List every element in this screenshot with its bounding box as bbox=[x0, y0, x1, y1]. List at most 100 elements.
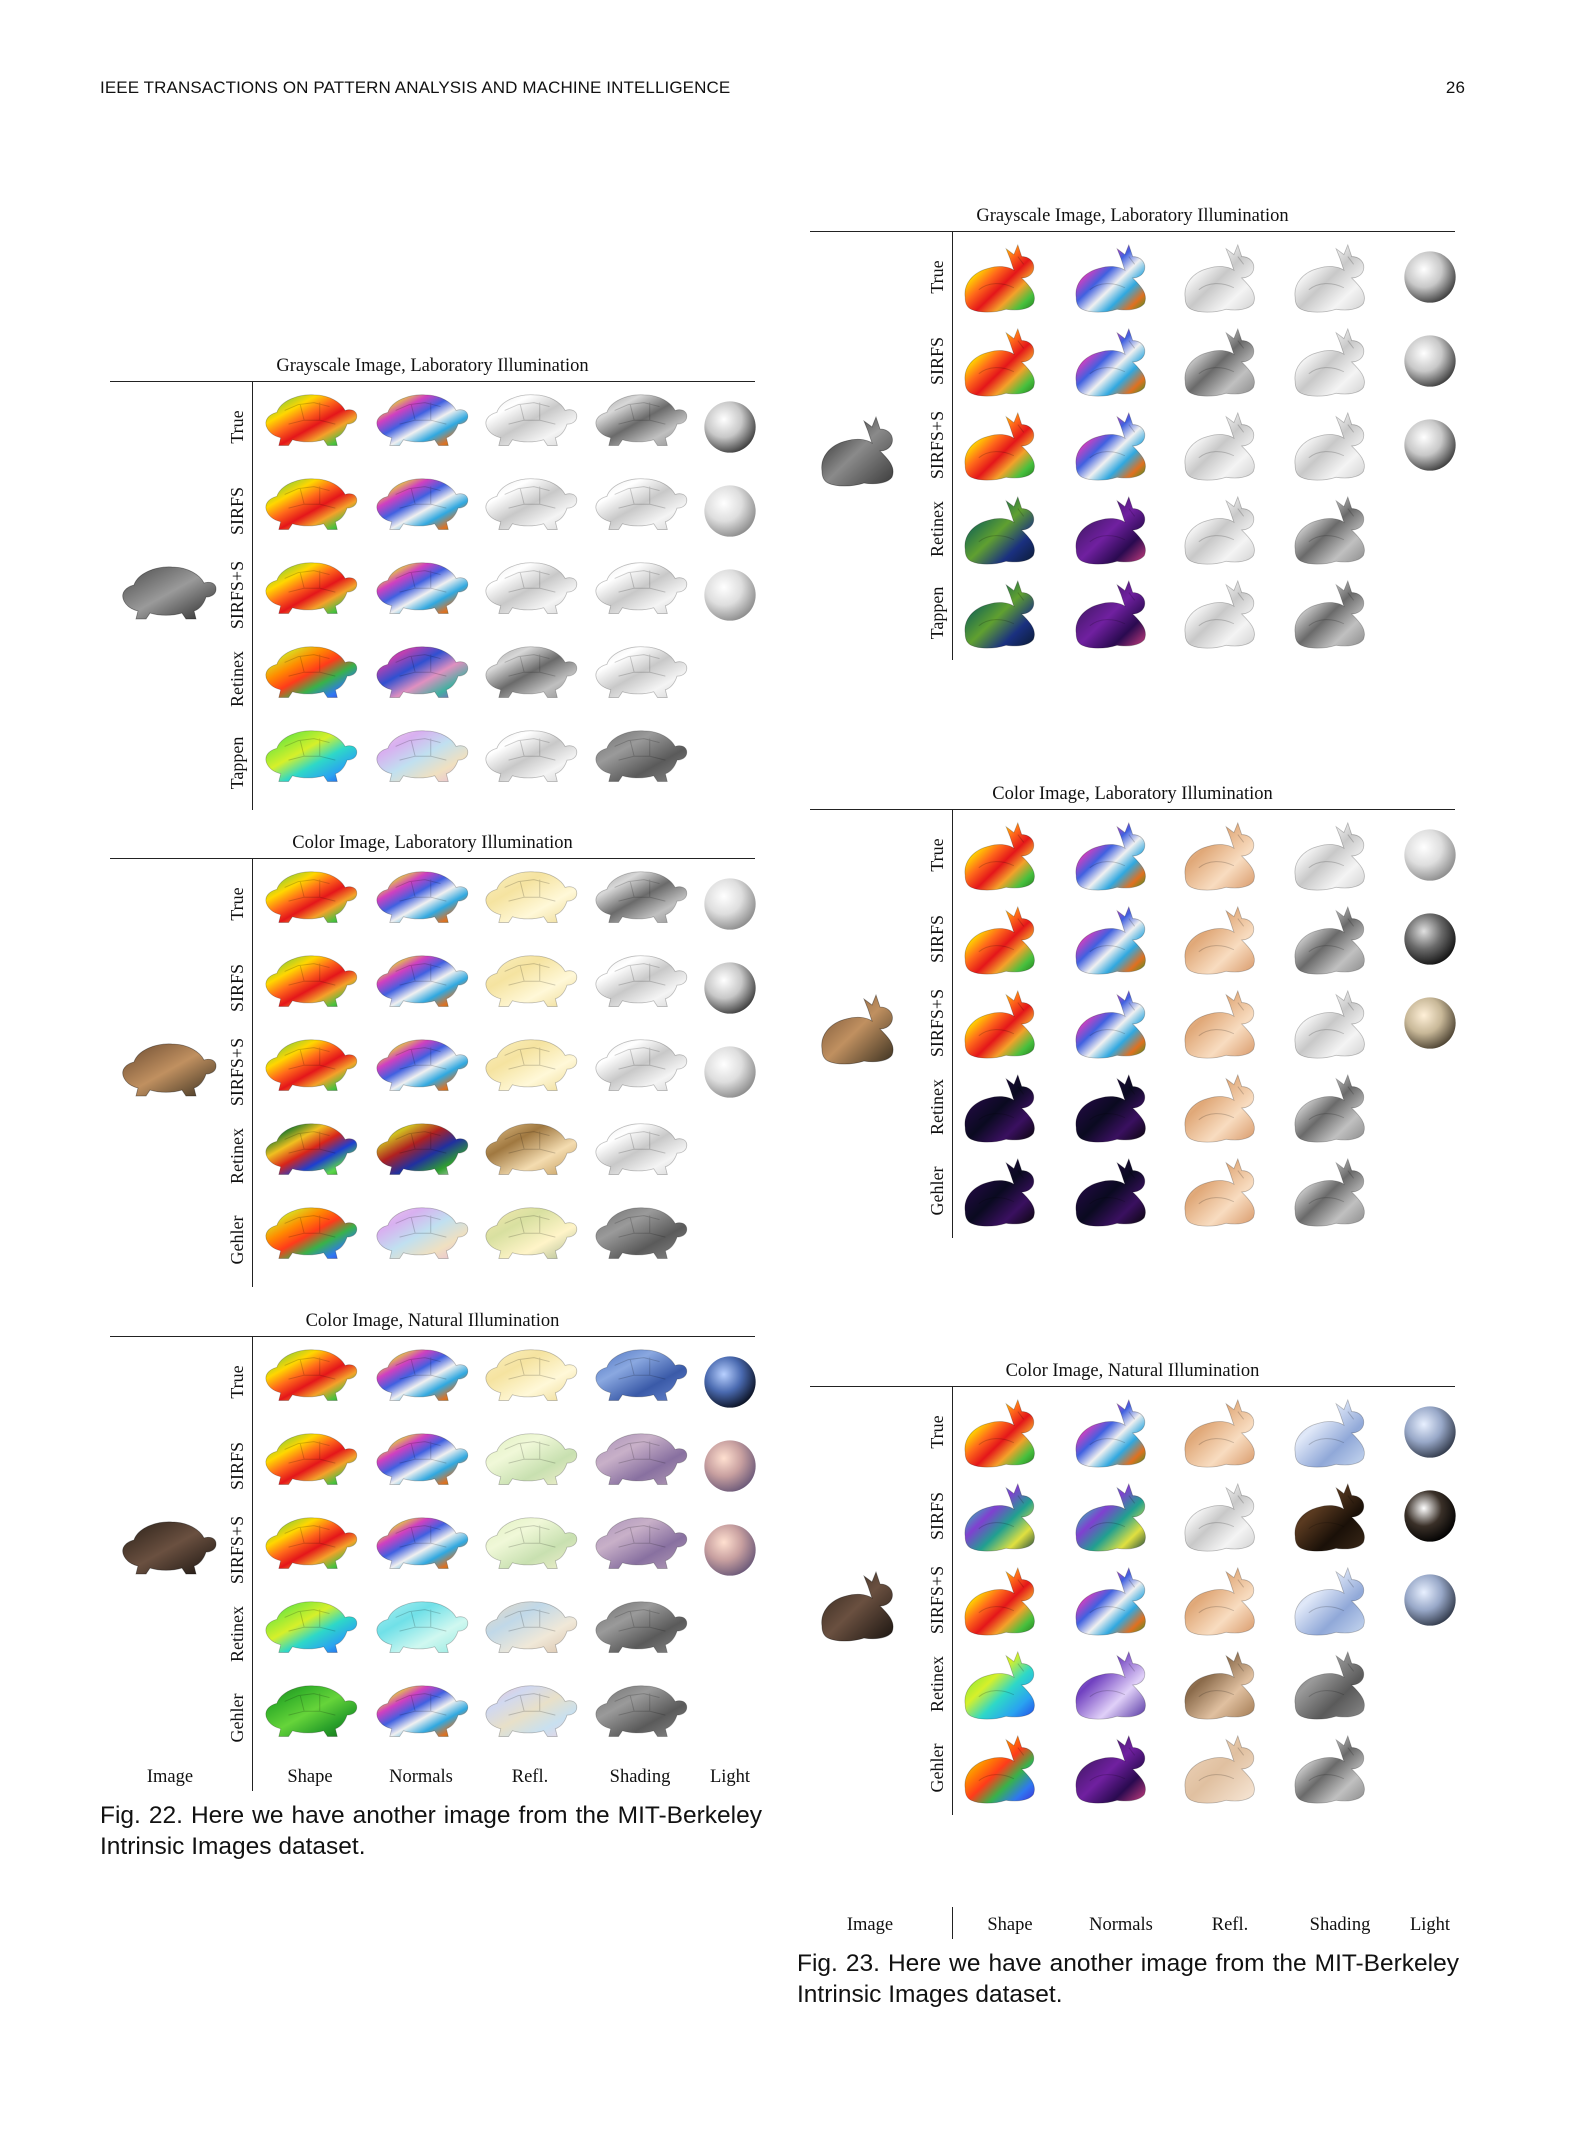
shading-cell bbox=[1288, 1646, 1392, 1724]
normals-map bbox=[1075, 1073, 1146, 1143]
method-label: True bbox=[927, 1415, 947, 1449]
normals-cell bbox=[369, 473, 473, 551]
label-row-divider bbox=[952, 1907, 953, 1939]
method-row: SIRFS bbox=[110, 946, 756, 1030]
normals-cell bbox=[1069, 1394, 1173, 1472]
normals-cell bbox=[1069, 323, 1173, 401]
shape-map bbox=[265, 871, 358, 923]
method-row: True bbox=[110, 385, 756, 469]
normals-cell bbox=[1069, 491, 1173, 569]
light-cell bbox=[1403, 334, 1457, 388]
column-label: Shape bbox=[987, 1915, 1033, 1935]
shape-map bbox=[964, 989, 1035, 1059]
normals-map bbox=[1075, 495, 1146, 565]
method-row: SIRFS bbox=[810, 319, 1457, 403]
shape-cell bbox=[258, 1034, 362, 1112]
shape-cell bbox=[958, 1730, 1062, 1808]
method-row: SIRFS+S bbox=[110, 553, 756, 637]
refl-cell bbox=[1178, 575, 1282, 653]
normals-cell bbox=[1069, 1730, 1173, 1808]
refl-map bbox=[1184, 1734, 1255, 1804]
refl-cell bbox=[1178, 1646, 1282, 1724]
method-label: True bbox=[227, 1365, 247, 1399]
shading-map bbox=[1294, 989, 1365, 1059]
light-cell bbox=[703, 1439, 757, 1493]
refl-cell bbox=[478, 1596, 582, 1674]
input-image bbox=[114, 561, 222, 641]
light-cell bbox=[703, 877, 757, 931]
refl-map bbox=[485, 1039, 578, 1091]
shape-map bbox=[964, 1482, 1035, 1552]
shape-cell bbox=[258, 950, 362, 1028]
figure-22-caption: Fig. 22. Here we have another image from… bbox=[100, 1802, 762, 1860]
shading-cell bbox=[588, 557, 692, 635]
panel-2: Color Image, Laboratory Illumination True… bbox=[110, 832, 757, 1292]
normals-cell bbox=[369, 725, 473, 803]
normals-cell bbox=[369, 641, 473, 719]
method-label: SIRFS+S bbox=[227, 1037, 247, 1107]
refl-cell bbox=[478, 1118, 582, 1196]
panel-top-rule bbox=[810, 231, 1455, 232]
shading-cell bbox=[588, 725, 692, 803]
shape-map bbox=[265, 1123, 358, 1175]
normals-cell bbox=[369, 950, 473, 1028]
refl-cell bbox=[478, 473, 582, 551]
refl-cell bbox=[1178, 901, 1282, 979]
normals-map bbox=[376, 1123, 469, 1175]
refl-map bbox=[1184, 495, 1255, 565]
panel-title: Color Image, Natural Illumination bbox=[305, 1311, 560, 1331]
shape-cell bbox=[258, 389, 362, 467]
shading-map bbox=[595, 478, 688, 530]
column-label: Image bbox=[146, 1767, 194, 1787]
normals-map bbox=[1075, 1398, 1146, 1468]
refl-map bbox=[485, 394, 578, 446]
refl-map bbox=[485, 1123, 578, 1175]
refl-map bbox=[485, 1207, 578, 1259]
light-sphere bbox=[704, 569, 756, 621]
normals-map bbox=[376, 1349, 469, 1401]
method-label: SIRFS+S bbox=[227, 1515, 247, 1585]
method-row: True bbox=[110, 1340, 756, 1424]
normals-map bbox=[1075, 1650, 1146, 1720]
light-sphere bbox=[704, 1440, 756, 1492]
panel-2: Color Image, Laboratory Illumination True… bbox=[810, 783, 1457, 1243]
method-row: SIRFS+S bbox=[810, 981, 1456, 1065]
shape-cell bbox=[258, 1428, 362, 1506]
panel-3: Color Image, Natural Illumination True SIR… bbox=[110, 1310, 757, 1770]
light-sphere bbox=[1404, 1406, 1456, 1458]
column-labels: Image Shape Normals Refl. Shading Light bbox=[110, 1759, 755, 1791]
normals-map bbox=[1075, 989, 1146, 1059]
shading-map bbox=[595, 955, 688, 1007]
shading-cell bbox=[1288, 491, 1392, 569]
shape-cell bbox=[258, 866, 362, 944]
shading-map bbox=[1294, 1073, 1365, 1143]
shading-cell bbox=[1288, 1730, 1392, 1808]
shading-cell bbox=[1288, 1394, 1392, 1472]
shading-map bbox=[1294, 821, 1365, 891]
shape-map bbox=[964, 1073, 1035, 1143]
light-sphere bbox=[704, 1524, 756, 1576]
shape-cell bbox=[958, 1394, 1062, 1472]
normals-map bbox=[376, 1685, 469, 1737]
light-sphere bbox=[704, 1046, 756, 1098]
shape-map bbox=[265, 394, 358, 446]
refl-map bbox=[485, 1349, 578, 1401]
normals-map bbox=[1075, 411, 1146, 481]
panel-divider bbox=[252, 859, 253, 1287]
method-row: True bbox=[810, 235, 1456, 319]
shading-map bbox=[1294, 1566, 1365, 1636]
method-label: SIRFS bbox=[227, 963, 247, 1013]
shape-map bbox=[964, 579, 1035, 649]
shading-map bbox=[1294, 327, 1365, 397]
shading-map bbox=[595, 394, 688, 446]
normals-cell bbox=[369, 389, 473, 467]
shape-cell bbox=[958, 901, 1062, 979]
refl-cell bbox=[1178, 1394, 1282, 1472]
light-cell bbox=[1403, 828, 1457, 882]
shading-cell bbox=[588, 1344, 692, 1422]
normals-map bbox=[1075, 1566, 1146, 1636]
shape-cell bbox=[258, 1202, 362, 1280]
shading-map bbox=[595, 1601, 688, 1653]
refl-map bbox=[1184, 327, 1255, 397]
shape-map bbox=[265, 955, 358, 1007]
